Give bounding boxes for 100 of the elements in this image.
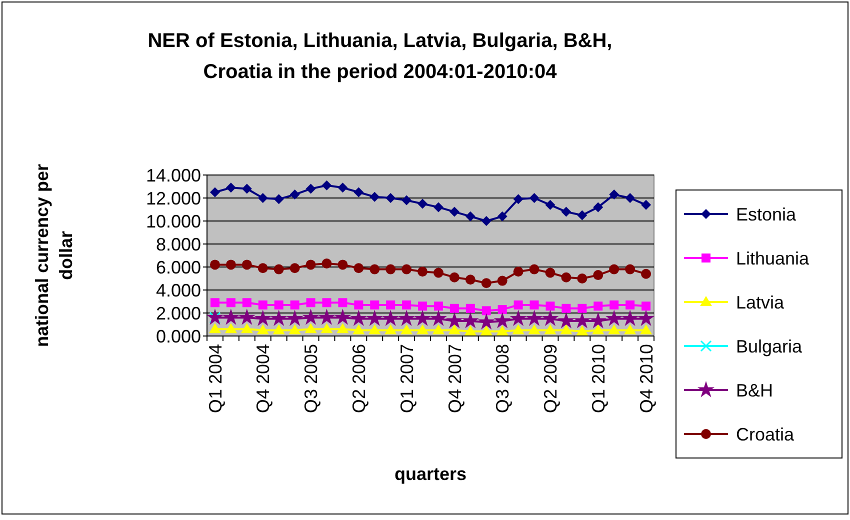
point [418, 302, 428, 311]
y-tick-label: 0.000 [156, 326, 201, 346]
y-tick-label: 2.000 [156, 303, 201, 324]
x-tick-label: Q4 2010 [636, 344, 656, 414]
point [274, 194, 284, 204]
point [416, 324, 429, 334]
point [290, 190, 300, 200]
point [450, 304, 459, 313]
point [402, 264, 412, 274]
point [418, 198, 428, 209]
point [480, 325, 492, 336]
point [286, 310, 304, 326]
point [368, 324, 381, 334]
point [238, 308, 256, 325]
point [402, 300, 412, 310]
point [546, 302, 555, 311]
point [528, 324, 540, 334]
y-axis-title: national currency per dollar [32, 164, 76, 348]
point [258, 263, 268, 274]
point [322, 180, 332, 190]
point [642, 302, 651, 311]
point [514, 300, 523, 310]
x-tick-label: Q4 2007 [444, 344, 465, 414]
point [338, 182, 348, 193]
point [513, 266, 524, 277]
point [240, 323, 253, 334]
point [386, 264, 396, 274]
point [576, 325, 588, 336]
y-tick-label: 10.000 [146, 211, 201, 232]
legend-label: Bulgaria [736, 336, 804, 356]
y-tick-label: 8.000 [156, 234, 201, 254]
point [478, 313, 495, 330]
point [606, 310, 623, 326]
point [206, 308, 224, 325]
point [449, 272, 460, 282]
point [354, 300, 364, 310]
legend-label: Estonia [736, 204, 798, 224]
point [481, 216, 492, 226]
point [574, 312, 591, 328]
point [210, 187, 220, 198]
point [430, 310, 447, 326]
point [242, 260, 252, 270]
point [306, 184, 316, 194]
point [224, 323, 237, 334]
point [448, 324, 460, 334]
point [256, 324, 269, 334]
point [608, 324, 620, 334]
point [578, 304, 587, 313]
x-tick-label: Q2 2009 [540, 344, 561, 414]
point [462, 312, 479, 328]
point [434, 302, 443, 311]
point [498, 305, 507, 314]
point [352, 324, 365, 334]
point [640, 324, 652, 334]
point [290, 300, 300, 310]
point [386, 300, 396, 310]
point [529, 193, 540, 203]
point [354, 263, 364, 274]
point [370, 192, 380, 202]
point [609, 190, 620, 200]
point [510, 310, 527, 326]
point [354, 187, 364, 198]
legend-label: Lithuania [736, 248, 810, 268]
point [593, 270, 604, 280]
point [306, 260, 316, 270]
legend-label: B&H [736, 380, 774, 400]
point [386, 193, 396, 203]
point [494, 312, 511, 328]
point [526, 310, 543, 326]
y-tick-label: 4.000 [156, 280, 201, 300]
point [625, 264, 636, 274]
point [594, 302, 603, 311]
y-tick-label: 12.000 [146, 188, 201, 208]
point [222, 308, 240, 325]
point [366, 310, 384, 326]
point [414, 310, 432, 326]
point [302, 308, 320, 325]
point [226, 260, 236, 270]
point [336, 323, 349, 334]
point [242, 298, 252, 308]
point [274, 300, 284, 310]
point [609, 264, 620, 274]
chart-title: NER of Estonia, Lithuania, Latvia, Bulgaria, B&H, Croatia in the period 2004:01-2010:04 [148, 30, 612, 83]
point [418, 266, 428, 277]
point [210, 260, 220, 270]
point [561, 272, 572, 282]
point [560, 324, 572, 334]
point [641, 200, 652, 210]
point [513, 194, 524, 204]
point [542, 310, 559, 326]
point [622, 310, 639, 326]
point [464, 325, 476, 336]
point [625, 193, 636, 203]
point [561, 206, 572, 217]
point [530, 300, 539, 310]
point [304, 323, 317, 334]
point [398, 310, 416, 326]
point [258, 300, 268, 310]
point [370, 264, 380, 274]
point [593, 202, 604, 212]
